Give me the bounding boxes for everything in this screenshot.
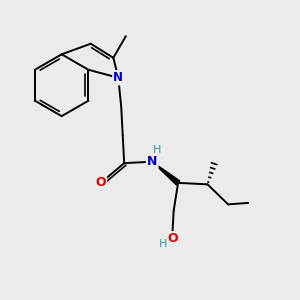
Polygon shape	[152, 162, 180, 185]
Text: H: H	[159, 239, 167, 249]
Text: O: O	[95, 176, 106, 189]
Text: O: O	[167, 232, 178, 245]
Text: N: N	[147, 155, 158, 168]
Text: N: N	[113, 71, 123, 84]
Text: H: H	[153, 146, 162, 155]
